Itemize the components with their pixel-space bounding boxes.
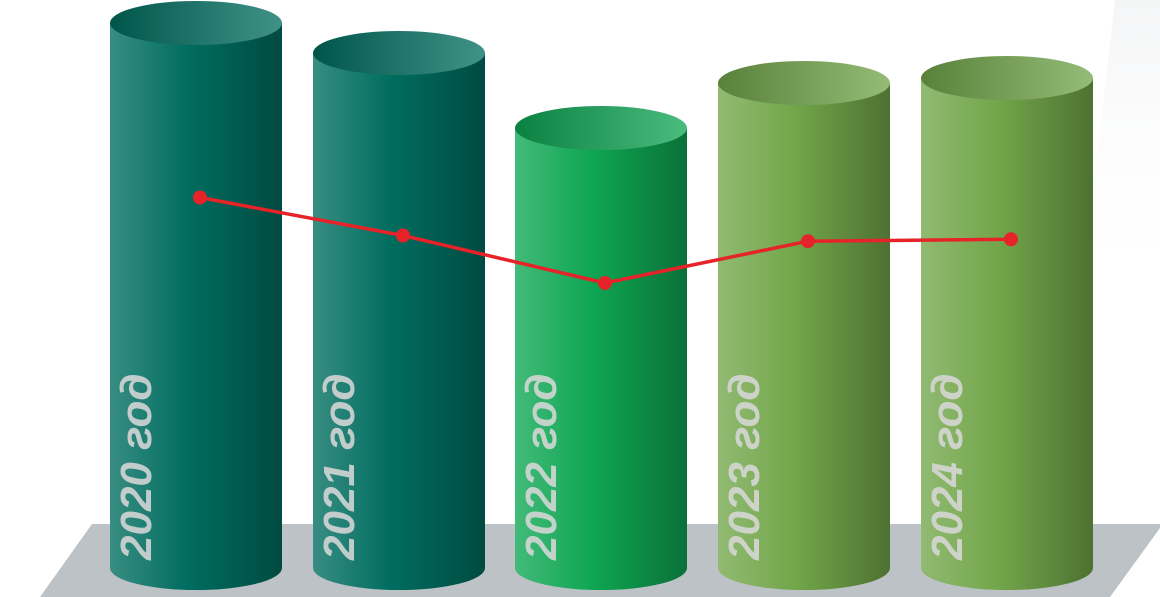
cylinder-bar: 2024 год — [921, 56, 1093, 590]
cylinder-top — [921, 56, 1093, 100]
bars-group: 2020 год 2021 год 2022 год 2023 год 2024 год — [110, 1, 1093, 590]
cylinder-top — [313, 31, 485, 75]
line-point — [193, 190, 207, 205]
cylinder-top — [718, 61, 890, 105]
cylinder-top — [515, 106, 687, 150]
category-label: 2023 год — [720, 373, 769, 561]
category-label: 2021 год — [315, 373, 364, 561]
cylinder-body — [718, 83, 890, 590]
category-label: 2024 год — [923, 373, 972, 561]
cylinder-body — [515, 128, 687, 590]
cylinder-body — [110, 23, 282, 590]
line-point — [801, 234, 815, 249]
cylinder-bar: 2020 год — [110, 1, 282, 590]
cylinder-bar: 2023 год — [718, 61, 890, 590]
cylinder-body — [313, 53, 485, 590]
line-series-group — [193, 190, 1018, 290]
background-glare — [1085, 0, 1160, 300]
category-label: 2020 год — [112, 373, 161, 561]
line-point — [1004, 232, 1018, 247]
line-point — [396, 228, 410, 243]
cylinder-bar: 2021 год — [313, 31, 485, 590]
cylinder-top — [110, 1, 282, 45]
line-point — [598, 276, 612, 290]
cylinder-bar: 2022 год — [515, 106, 687, 590]
category-label: 2022 год — [517, 373, 566, 561]
cylinder-body — [921, 78, 1093, 590]
